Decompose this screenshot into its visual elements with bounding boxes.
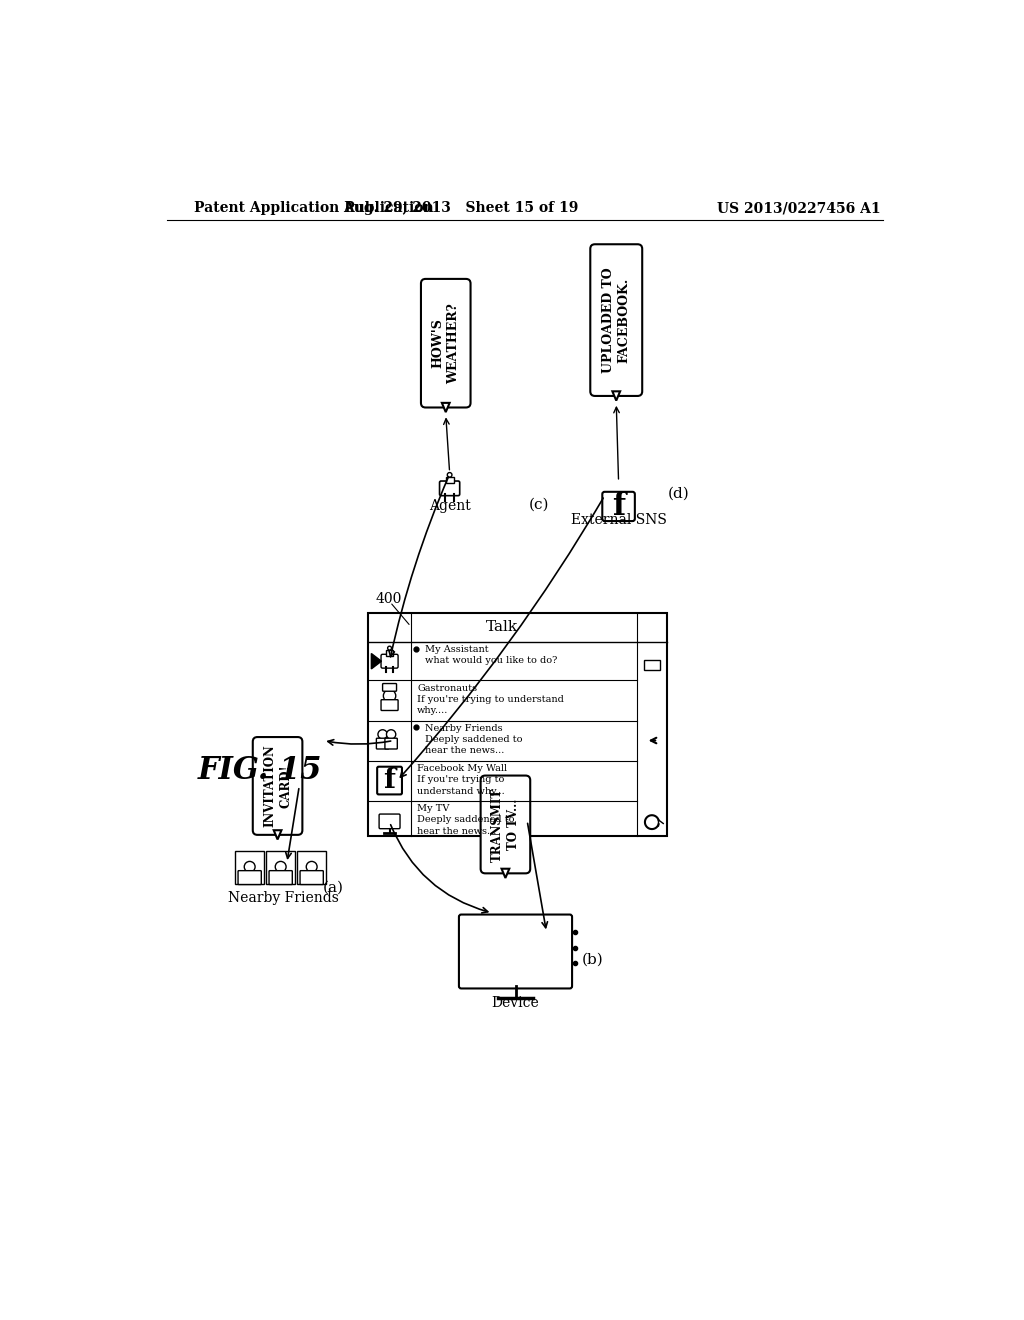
Text: My TV
Deeply saddened to
hear the news...: My TV Deeply saddened to hear the news..… <box>417 804 515 836</box>
Circle shape <box>378 730 387 739</box>
FancyBboxPatch shape <box>253 737 302 834</box>
Text: Agent: Agent <box>429 499 470 513</box>
FancyBboxPatch shape <box>385 738 397 748</box>
Bar <box>644 660 659 671</box>
FancyBboxPatch shape <box>383 684 396 692</box>
FancyBboxPatch shape <box>377 738 389 748</box>
FancyBboxPatch shape <box>269 871 292 884</box>
Bar <box>386 651 393 656</box>
FancyBboxPatch shape <box>379 814 400 829</box>
Circle shape <box>383 690 395 702</box>
Bar <box>369 612 667 836</box>
Text: TRANSMIT
TO TV...: TRANSMIT TO TV... <box>490 788 520 862</box>
FancyBboxPatch shape <box>381 700 398 710</box>
Bar <box>297 851 327 884</box>
FancyBboxPatch shape <box>377 767 402 795</box>
Text: (a): (a) <box>323 880 344 895</box>
Text: 400: 400 <box>376 591 402 606</box>
Bar <box>445 478 454 483</box>
Text: (c): (c) <box>528 498 549 512</box>
Circle shape <box>386 730 395 739</box>
Polygon shape <box>273 830 282 840</box>
Circle shape <box>245 862 255 873</box>
FancyBboxPatch shape <box>238 871 261 884</box>
Bar <box>234 851 264 884</box>
Text: f: f <box>612 491 625 521</box>
Text: External SNS: External SNS <box>570 513 667 527</box>
FancyBboxPatch shape <box>480 776 530 874</box>
Text: Talk: Talk <box>485 620 518 635</box>
Text: Nearby Friends: Nearby Friends <box>227 891 339 904</box>
FancyBboxPatch shape <box>421 279 471 408</box>
Text: Aug. 29, 2013   Sheet 15 of 19: Aug. 29, 2013 Sheet 15 of 19 <box>344 202 579 215</box>
Text: INVITATION
CARD!: INVITATION CARD! <box>263 744 292 828</box>
Circle shape <box>306 862 317 873</box>
Text: Nearby Friends
Deeply saddened to
hear the news...: Nearby Friends Deeply saddened to hear t… <box>425 723 522 755</box>
FancyBboxPatch shape <box>300 871 324 884</box>
Text: Facebook My Wall
If you're trying to
understand why...: Facebook My Wall If you're trying to und… <box>417 763 507 796</box>
Circle shape <box>275 862 286 873</box>
Circle shape <box>447 473 452 478</box>
FancyBboxPatch shape <box>590 244 642 396</box>
Text: Patent Application Publication: Patent Application Publication <box>194 202 433 215</box>
Polygon shape <box>372 653 381 669</box>
FancyBboxPatch shape <box>459 915 572 989</box>
FancyBboxPatch shape <box>602 492 635 521</box>
Polygon shape <box>612 391 621 400</box>
Text: f: f <box>384 767 395 795</box>
Text: Gastronauts
If you're trying to understand
why....: Gastronauts If you're trying to understa… <box>417 684 564 715</box>
Text: Device: Device <box>492 997 540 1010</box>
Polygon shape <box>442 403 450 412</box>
Text: (d): (d) <box>668 486 689 500</box>
Text: UPLOADED TO
FACEBOOK.: UPLOADED TO FACEBOOK. <box>602 267 631 374</box>
FancyBboxPatch shape <box>381 655 398 668</box>
Bar <box>266 851 295 884</box>
Polygon shape <box>502 869 509 878</box>
Circle shape <box>388 647 391 649</box>
Text: (b): (b) <box>582 952 604 966</box>
FancyBboxPatch shape <box>439 480 460 496</box>
Text: HOW'S
WEATHER?: HOW'S WEATHER? <box>431 302 460 384</box>
Text: FIG. 15: FIG. 15 <box>198 755 323 785</box>
Text: US 2013/0227456 A1: US 2013/0227456 A1 <box>717 202 881 215</box>
Text: My Assistant
what would you like to do?: My Assistant what would you like to do? <box>425 645 557 665</box>
